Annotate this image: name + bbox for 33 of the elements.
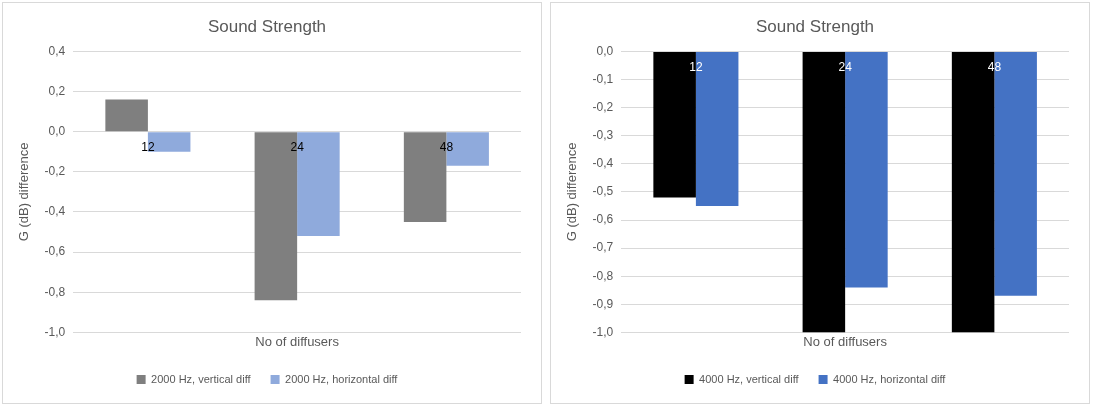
x-tick-label: 24 (290, 140, 305, 154)
legend-label: 4000 Hz, horizontal diff (833, 372, 947, 385)
legend-label: 4000 Hz, vertical diff (699, 372, 800, 385)
y-tick-label: -0,3 (592, 128, 614, 143)
y-tick-label: -1,0 (592, 324, 614, 339)
y-axis-title: G (dB) difference (16, 142, 32, 242)
y-axis-title: G (dB) difference (564, 142, 580, 242)
y-tick-label: -0,6 (592, 212, 614, 227)
legend-label: 2000 Hz, horizontal diff (285, 372, 399, 385)
chart-title: Sound Strength (207, 16, 327, 36)
y-tick-label: -0,2 (592, 99, 614, 114)
y-tick-label: -0,8 (592, 268, 614, 283)
x-axis-title: No of diffusers (255, 333, 340, 349)
chart-title: Sound Strength (755, 16, 875, 36)
y-tick-label: -0,6 (44, 244, 66, 259)
x-tick-label: 48 (439, 140, 454, 154)
y-tick-label: 0,0 (596, 43, 614, 58)
y-tick-label: -0,1 (592, 71, 614, 86)
y-tick-label: -0,2 (44, 164, 66, 179)
x-axis-title: No of diffusers (803, 333, 888, 349)
y-tick-label: 0,0 (48, 124, 66, 138)
y-tick-label: -0,5 (592, 184, 614, 199)
y-tick-label: -1,0 (44, 324, 66, 339)
x-tick-label: 12 (689, 59, 703, 74)
x-tick-label: 12 (141, 140, 155, 154)
y-tick-label: -0,4 (592, 156, 614, 171)
legend-label: 2000 Hz, vertical diff (151, 372, 252, 385)
y-tick-label: 0,4 (48, 43, 66, 58)
y-tick-label: 0,2 (48, 83, 66, 98)
y-tick-label: -0,7 (592, 240, 614, 255)
y-tick-label: -0,4 (44, 204, 66, 219)
y-tick-label: -0,9 (592, 296, 614, 311)
y-tick-label: -0,8 (44, 284, 66, 299)
